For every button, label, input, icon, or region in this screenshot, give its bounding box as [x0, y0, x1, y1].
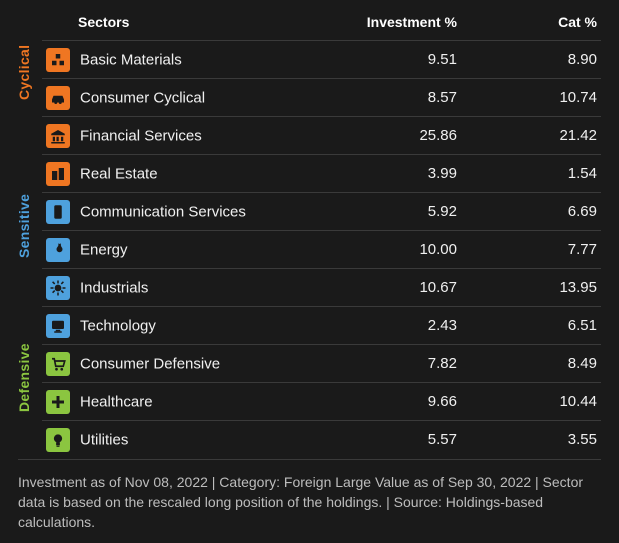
financial-icon: [46, 124, 70, 148]
header-row: Sectors Investment % Cat %: [42, 8, 601, 41]
group-label-sensitive: Sensitive: [16, 186, 32, 266]
cat-value: 21.42: [461, 117, 601, 155]
header-sectors: Sectors: [42, 8, 301, 41]
investment-value: 25.86: [301, 117, 461, 155]
investment-value: 10.67: [301, 269, 461, 307]
sector-label: Consumer Cyclical: [80, 89, 205, 106]
investment-value: 10.00: [301, 231, 461, 269]
table-row: Technology 2.436.51: [42, 307, 601, 345]
investment-value: 8.57: [301, 79, 461, 117]
sector-cell: Technology: [42, 307, 301, 345]
investment-value: 5.92: [301, 193, 461, 231]
table-row: Real Estate 3.991.54: [42, 155, 601, 193]
utilities-icon: [46, 428, 70, 452]
sector-label: Energy: [80, 241, 128, 258]
sector-cell: Energy: [42, 231, 301, 269]
sector-label: Technology: [80, 317, 156, 334]
energy-icon: [46, 238, 70, 262]
consumer-cyclical-icon: [46, 86, 70, 110]
table-row: Healthcare 9.6610.44: [42, 383, 601, 421]
group-label-defensive: Defensive: [16, 338, 32, 418]
cat-value: 10.74: [461, 79, 601, 117]
real-estate-icon: [46, 162, 70, 186]
table-row: Industrials 10.6713.95: [42, 269, 601, 307]
cat-value: 6.51: [461, 307, 601, 345]
cat-value: 6.69: [461, 193, 601, 231]
sector-label: Healthcare: [80, 393, 153, 410]
table-row: Communication Services 5.926.69: [42, 193, 601, 231]
sector-label: Real Estate: [80, 165, 158, 182]
investment-value: 5.57: [301, 421, 461, 459]
sector-label: Communication Services: [80, 203, 246, 220]
table-row: Energy 10.007.77: [42, 231, 601, 269]
sector-cell: Consumer Defensive: [42, 345, 301, 383]
consumer-def-icon: [46, 352, 70, 376]
industrials-icon: [46, 276, 70, 300]
sector-cell: Financial Services: [42, 117, 301, 155]
cat-value: 7.77: [461, 231, 601, 269]
cat-value: 8.90: [461, 41, 601, 79]
investment-value: 9.66: [301, 383, 461, 421]
investment-value: 9.51: [301, 41, 461, 79]
cat-value: 13.95: [461, 269, 601, 307]
header-investment: Investment %: [301, 8, 461, 41]
sector-cell: Consumer Cyclical: [42, 79, 301, 117]
sector-cell: Industrials: [42, 269, 301, 307]
healthcare-icon: [46, 390, 70, 414]
investment-value: 3.99: [301, 155, 461, 193]
sector-cell: Utilities: [42, 421, 301, 459]
sector-label: Financial Services: [80, 127, 202, 144]
investment-value: 2.43: [301, 307, 461, 345]
table-row: Financial Services 25.8621.42: [42, 117, 601, 155]
sector-label: Basic Materials: [80, 51, 182, 68]
sector-cell: Communication Services: [42, 193, 301, 231]
sector-table-container: Sectors Investment % Cat % Basic Materia…: [0, 0, 619, 459]
sector-cell: Healthcare: [42, 383, 301, 421]
cat-value: 8.49: [461, 345, 601, 383]
sector-label: Consumer Defensive: [80, 355, 220, 372]
sector-cell: Real Estate: [42, 155, 301, 193]
technology-icon: [46, 314, 70, 338]
header-cat: Cat %: [461, 8, 601, 41]
sector-label: Utilities: [80, 431, 128, 448]
cat-value: 3.55: [461, 421, 601, 459]
cat-value: 10.44: [461, 383, 601, 421]
table-row: Basic Materials 9.518.90: [42, 41, 601, 79]
table-row: Utilities 5.573.55: [42, 421, 601, 459]
group-label-cyclical: Cyclical: [16, 34, 32, 110]
sector-table: Sectors Investment % Cat % Basic Materia…: [42, 8, 601, 459]
investment-value: 7.82: [301, 345, 461, 383]
table-row: Consumer Cyclical 8.5710.74: [42, 79, 601, 117]
sector-label: Industrials: [80, 279, 148, 296]
sector-cell: Basic Materials: [42, 41, 301, 79]
basic-materials-icon: [46, 48, 70, 72]
table-row: Consumer Defensive 7.828.49: [42, 345, 601, 383]
cat-value: 1.54: [461, 155, 601, 193]
communication-icon: [46, 200, 70, 224]
footnote-text: Investment as of Nov 08, 2022 | Category…: [18, 459, 601, 533]
